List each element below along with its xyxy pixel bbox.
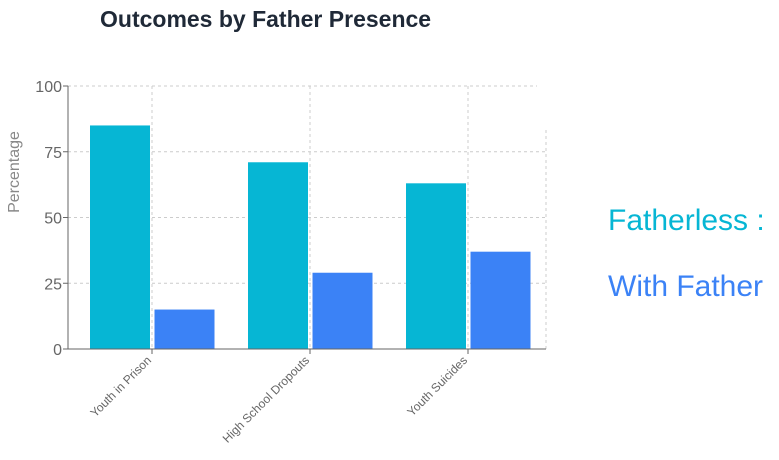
y-tick-label: 25	[44, 276, 62, 293]
x-tick-label: Youth Suicides	[404, 353, 470, 419]
y-tick-label: 0	[53, 342, 62, 359]
y-axis-label: Percentage	[6, 131, 23, 213]
x-tick-label: Youth in Prison	[87, 353, 154, 420]
y-tick-label: 50	[44, 211, 62, 228]
legend-item-fatherless: Fatherless :	[608, 204, 765, 237]
chart-title: Outcomes by Father Presence	[100, 6, 432, 32]
bar-with-father	[154, 309, 215, 349]
bar-with-father	[470, 251, 531, 349]
y-tick-label: 100	[35, 79, 62, 96]
bar-fatherless	[406, 183, 466, 349]
bar-fatherless	[90, 125, 150, 349]
x-tick-label: High School Dropouts	[220, 353, 312, 445]
y-tick-label: 75	[44, 145, 62, 162]
legend-item-with-father: With Father	[608, 270, 764, 303]
bar-with-father	[312, 272, 373, 349]
bar-fatherless	[248, 162, 308, 349]
